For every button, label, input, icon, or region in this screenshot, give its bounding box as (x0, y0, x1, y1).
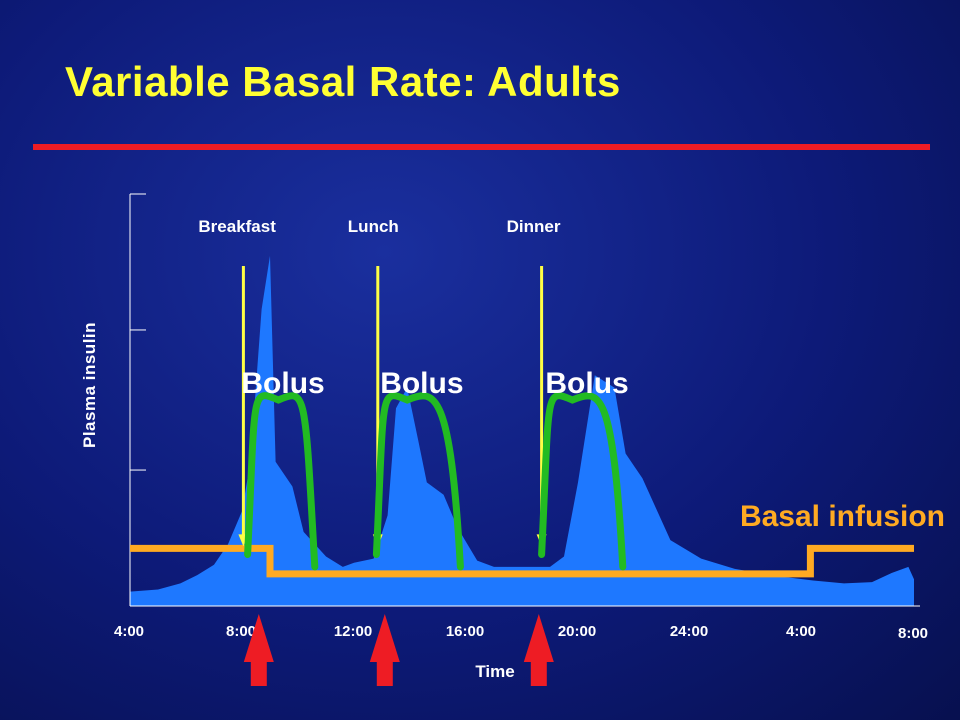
x-axis-label: Time (475, 662, 514, 681)
bolus-label-0: Bolus (241, 367, 324, 400)
x-tick-label-6: 4:00 (786, 623, 816, 640)
meal-label-2: Dinner (507, 217, 561, 236)
bolus-label-2: Bolus (545, 367, 628, 400)
y-axis-label: Plasma insulin (80, 322, 99, 448)
bolus-curve-1 (372, 392, 464, 571)
x-tick-label-5: 24:00 (670, 623, 708, 640)
bolus-arrow-1 (369, 614, 400, 686)
bolus-label-1: Bolus (380, 367, 463, 400)
x-tick-label-3: 16:00 (446, 623, 484, 640)
x-tick-label-0: 4:00 (114, 623, 144, 640)
bolus-arrow-0 (243, 614, 274, 686)
x-tick-label-2: 12:00 (334, 623, 372, 640)
title-rule (33, 144, 930, 150)
bolus-curve-0 (244, 392, 319, 571)
bolus-curve-2 (538, 392, 627, 571)
meal-label-0: Breakfast (198, 217, 276, 236)
plasma-insulin-area (130, 255, 914, 607)
x-tick-label-1: 8:00 (226, 623, 256, 640)
slide-title: Variable Basal Rate: Adults (65, 58, 621, 105)
x-tick-label-4: 20:00 (558, 623, 596, 640)
meal-label-1: Lunch (348, 217, 399, 236)
x-tick-label-7: 8:00 (898, 625, 928, 642)
bolus-arrow-2 (523, 614, 554, 686)
basal-infusion-label: Basal infusion (740, 500, 945, 533)
